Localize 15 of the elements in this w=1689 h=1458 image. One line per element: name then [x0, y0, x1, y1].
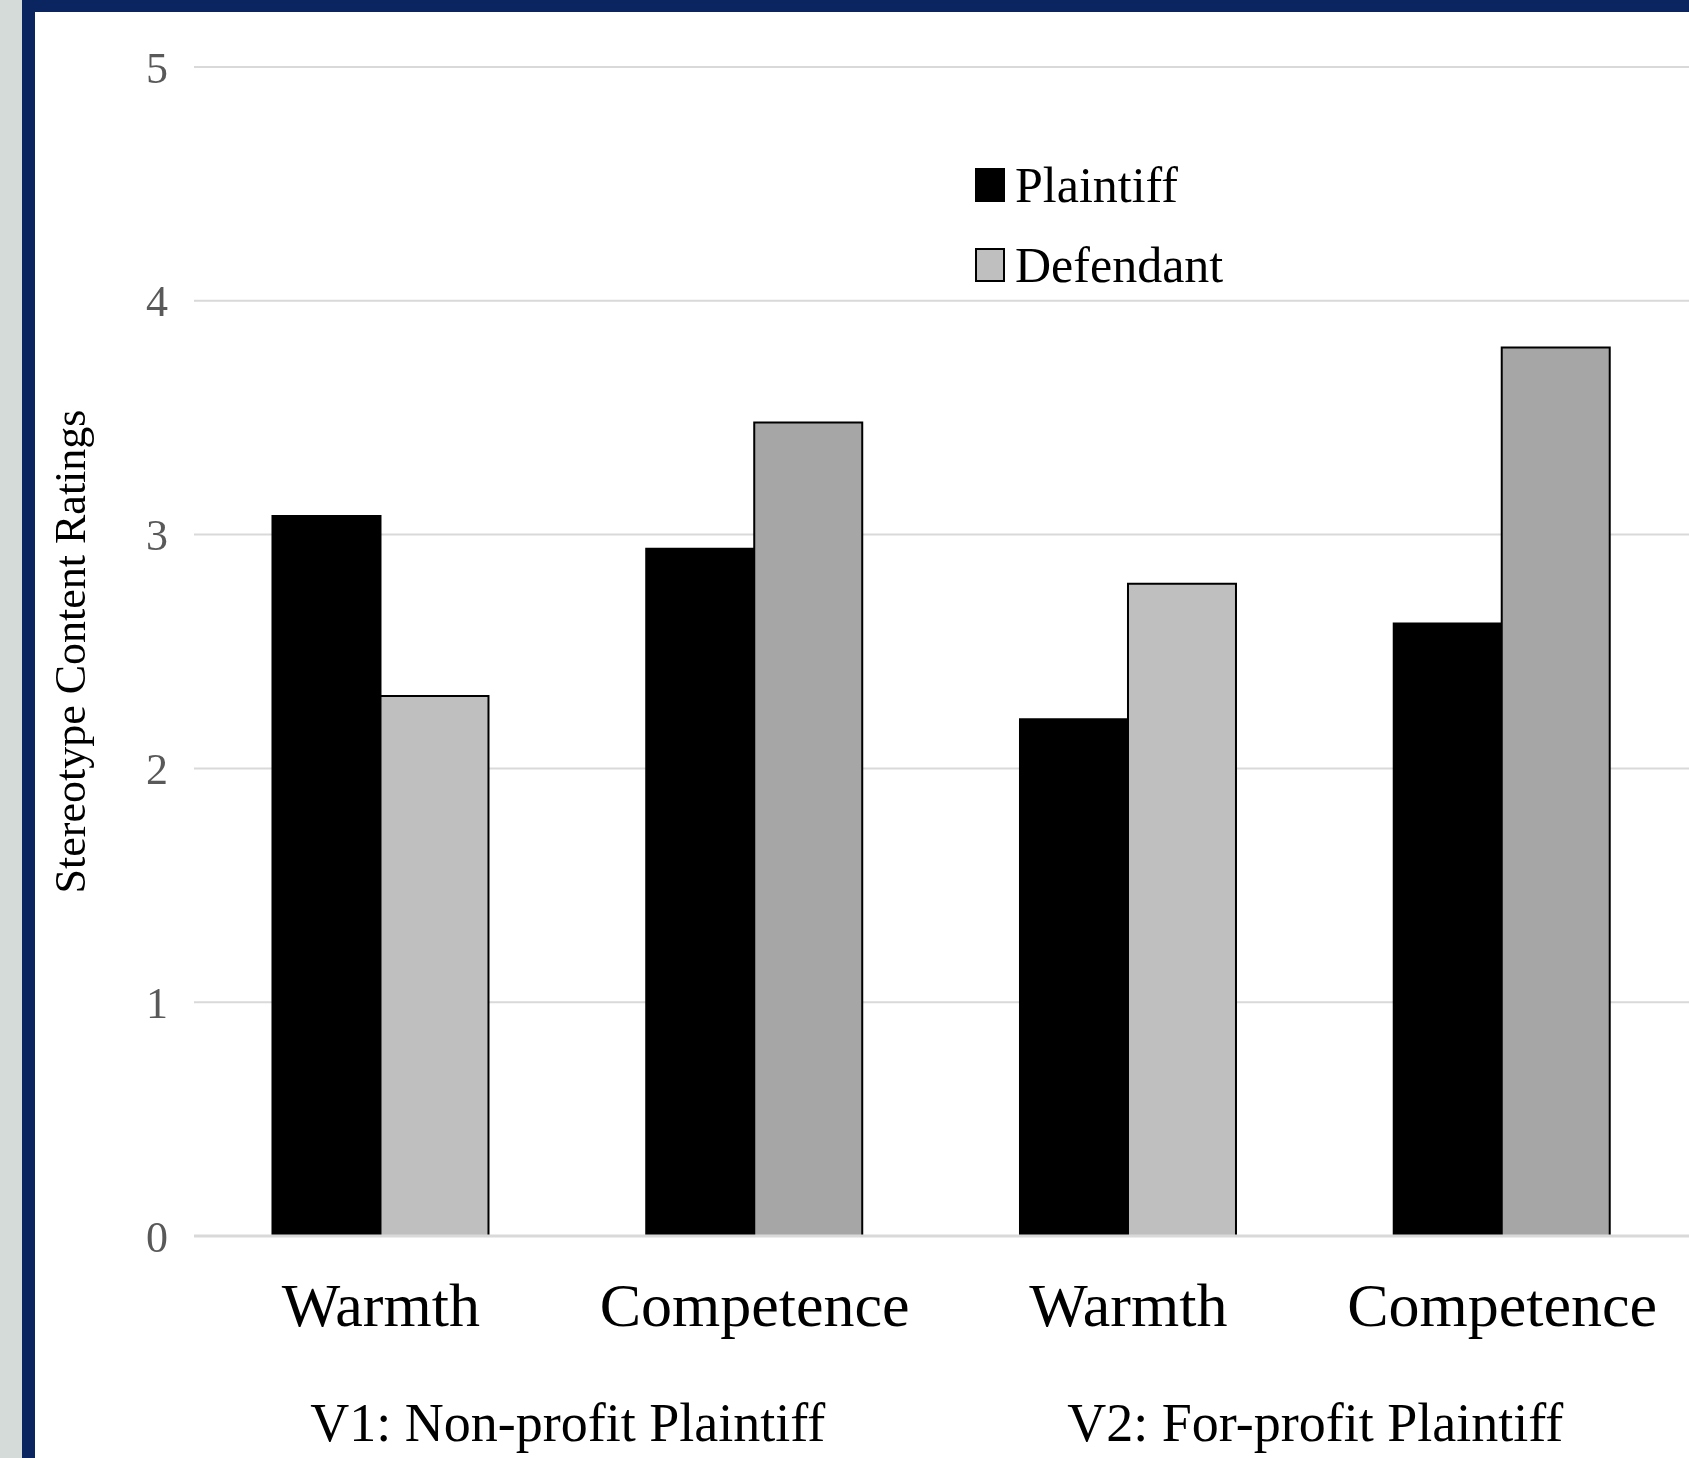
x-tick-label: Competence: [1347, 1271, 1658, 1340]
y-tick-label: 1: [146, 978, 168, 1028]
x-tick-label: Warmth: [281, 1271, 480, 1340]
y-axis-title: Stereotype Content Ratings: [45, 409, 95, 894]
y-tick-label: 5: [146, 43, 168, 93]
legend-label: Plaintiff: [1015, 156, 1178, 215]
y-tick-label: 4: [146, 277, 168, 327]
y-tick-label: 2: [146, 745, 168, 795]
text: V1: Non-profit Plaintiff: [309, 1392, 827, 1454]
text: V2: For-profit Plaintiff: [1066, 1392, 1565, 1454]
y-tick-label: 0: [146, 1212, 168, 1262]
legend-label: Defendant: [1015, 236, 1224, 295]
x-tick-label: Warmth: [1029, 1271, 1228, 1340]
y-tick-label: 3: [146, 511, 168, 561]
x-tick-label: Competence: [599, 1271, 910, 1340]
